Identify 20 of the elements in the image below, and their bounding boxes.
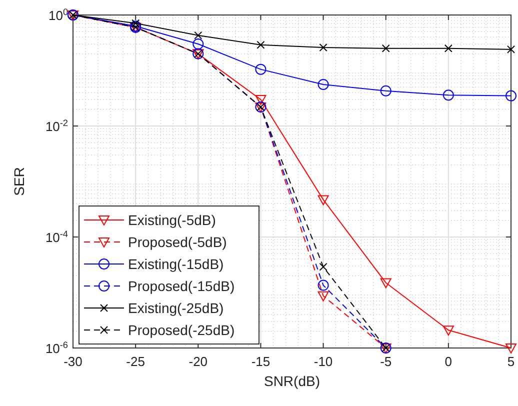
x-tick-label: -30	[64, 354, 82, 369]
x-axis-title: SNR(dB)	[264, 373, 320, 389]
y-tick-label: 10$^{-4}$	[45, 229, 68, 245]
legend-label: Proposed(-5dB)	[128, 234, 227, 250]
x-tick-label: -25	[126, 354, 145, 369]
y-tick-label: 10$^{-2}$	[45, 118, 68, 134]
x-tick-label: -10	[314, 354, 333, 369]
legend-label: Proposed(-15dB)	[128, 278, 235, 294]
x-tick-label: -20	[188, 354, 208, 369]
legend-label: Existing(-25dB)	[128, 300, 224, 316]
y-axis-title: SER	[11, 167, 27, 196]
legend-label: Existing(-15dB)	[128, 256, 224, 272]
x-tick-label: 0	[444, 354, 452, 369]
legend-label: Proposed(-25dB)	[128, 322, 235, 338]
y-tick-label: 10$^{-6}$	[45, 340, 68, 356]
legend-label: Existing(-5dB)	[128, 212, 216, 228]
x-tick-label: -5	[380, 354, 392, 369]
x-tick-label: 5	[507, 354, 515, 369]
x-tick-label: -15	[251, 354, 270, 369]
y-tick-label: 10$^{0}$	[48, 7, 68, 23]
